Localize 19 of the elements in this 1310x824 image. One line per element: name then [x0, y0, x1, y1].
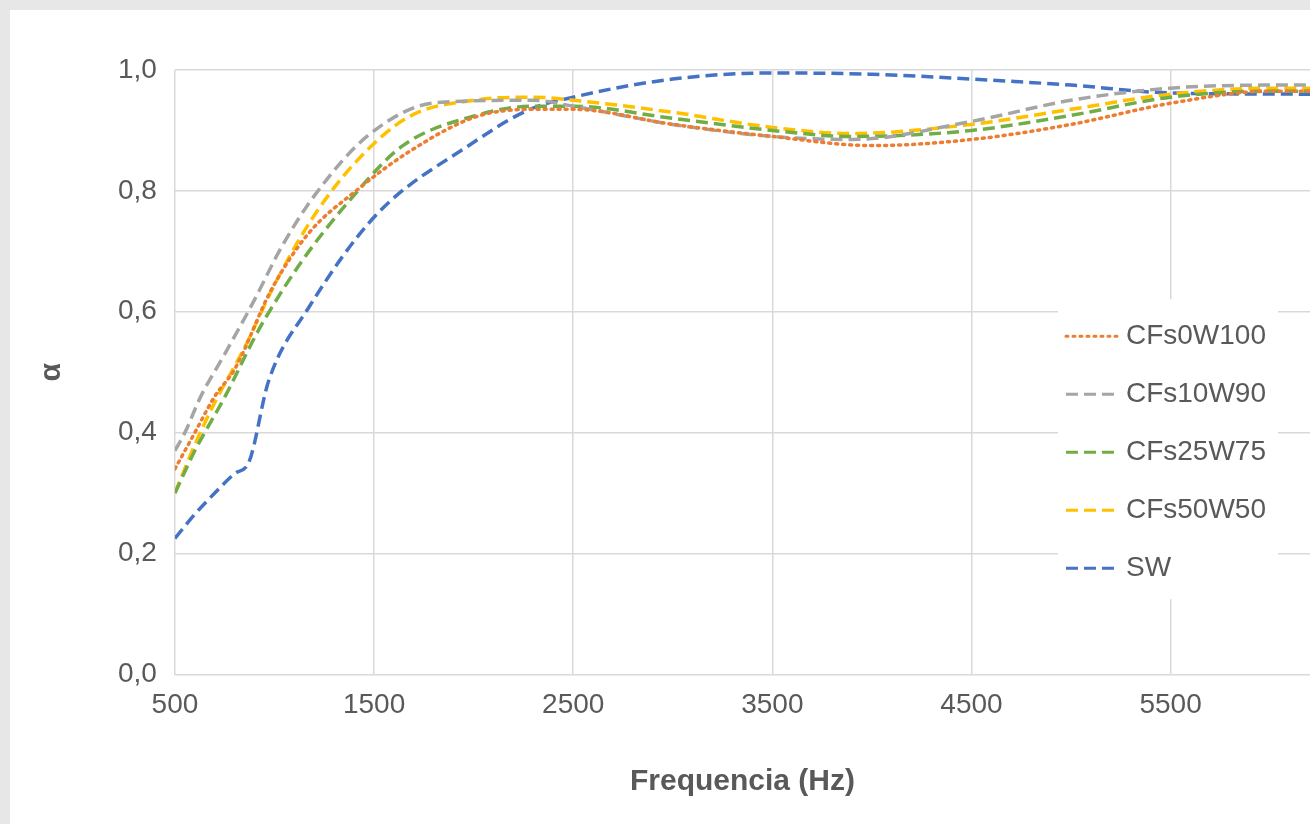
y-tick-label: 0,0	[117, 657, 157, 689]
x-tick-label: 4500	[940, 687, 1003, 719]
legend-label: CFs10W90	[1125, 376, 1267, 408]
legend-label: CFs50W50	[1125, 492, 1267, 524]
y-tick-label: 0,8	[117, 173, 157, 205]
y-tick-label: 0,6	[117, 294, 157, 326]
y-tick-label: 0,2	[117, 536, 157, 568]
x-tick-label: 3500	[741, 687, 804, 719]
x-tick-label: 2500	[542, 687, 605, 719]
legend-label: CFs25W75	[1125, 434, 1267, 466]
x-axis-title: Frequencia (Hz)	[629, 763, 855, 797]
x-tick-label: 5500	[1139, 687, 1202, 719]
y-axis-title: α	[33, 362, 67, 382]
legend-label: SW	[1125, 550, 1172, 582]
x-tick-label: 1500	[342, 687, 406, 719]
y-tick-label: 1,0	[117, 52, 157, 84]
legend-label: CFs0W100	[1125, 318, 1267, 350]
x-tick-label: 500	[151, 687, 199, 719]
y-tick-label: 0,4	[117, 415, 157, 447]
